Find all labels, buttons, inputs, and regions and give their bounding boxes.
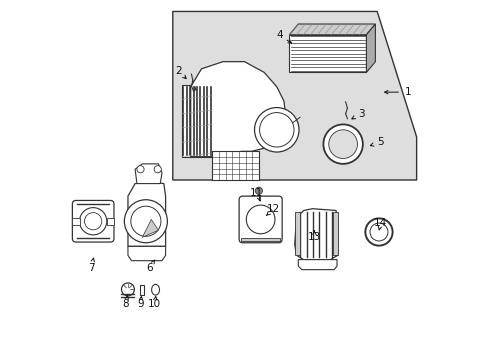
Ellipse shape	[151, 284, 159, 295]
Polygon shape	[366, 24, 375, 72]
FancyBboxPatch shape	[241, 238, 280, 241]
Text: 2: 2	[175, 66, 181, 76]
Circle shape	[131, 206, 161, 236]
Text: 5: 5	[376, 138, 383, 147]
Polygon shape	[332, 212, 337, 255]
Circle shape	[121, 283, 134, 296]
Text: 13: 13	[307, 232, 321, 242]
Text: 4: 4	[276, 30, 283, 40]
Text: 8: 8	[122, 299, 128, 309]
FancyBboxPatch shape	[72, 201, 114, 242]
Circle shape	[84, 213, 102, 230]
Circle shape	[124, 200, 167, 243]
Text: 1: 1	[404, 87, 410, 97]
Polygon shape	[289, 24, 375, 35]
FancyBboxPatch shape	[72, 218, 80, 225]
Polygon shape	[142, 220, 158, 237]
Bar	[140, 285, 144, 296]
Circle shape	[254, 108, 298, 152]
Polygon shape	[128, 182, 165, 246]
Text: 14: 14	[373, 218, 386, 228]
Text: 11: 11	[249, 188, 263, 198]
Circle shape	[328, 130, 357, 158]
Polygon shape	[294, 212, 300, 255]
Circle shape	[255, 187, 262, 194]
Circle shape	[259, 113, 293, 147]
Polygon shape	[298, 260, 336, 270]
Polygon shape	[294, 209, 337, 260]
Text: 6: 6	[146, 263, 152, 273]
Text: 12: 12	[266, 204, 279, 215]
Polygon shape	[190, 62, 285, 157]
Polygon shape	[172, 12, 416, 180]
Circle shape	[137, 166, 144, 173]
Circle shape	[323, 125, 362, 164]
Text: 3: 3	[357, 109, 364, 119]
Text: 7: 7	[87, 263, 94, 273]
FancyBboxPatch shape	[106, 218, 114, 225]
Polygon shape	[289, 35, 366, 72]
Polygon shape	[212, 151, 258, 180]
Circle shape	[369, 223, 387, 241]
Text: 10: 10	[148, 299, 161, 309]
Polygon shape	[135, 164, 162, 184]
Polygon shape	[182, 85, 212, 157]
Polygon shape	[128, 246, 165, 261]
FancyBboxPatch shape	[239, 196, 282, 243]
Text: 9: 9	[137, 299, 143, 309]
Circle shape	[365, 219, 392, 246]
Circle shape	[80, 208, 106, 235]
Circle shape	[154, 166, 161, 173]
Circle shape	[246, 205, 274, 234]
